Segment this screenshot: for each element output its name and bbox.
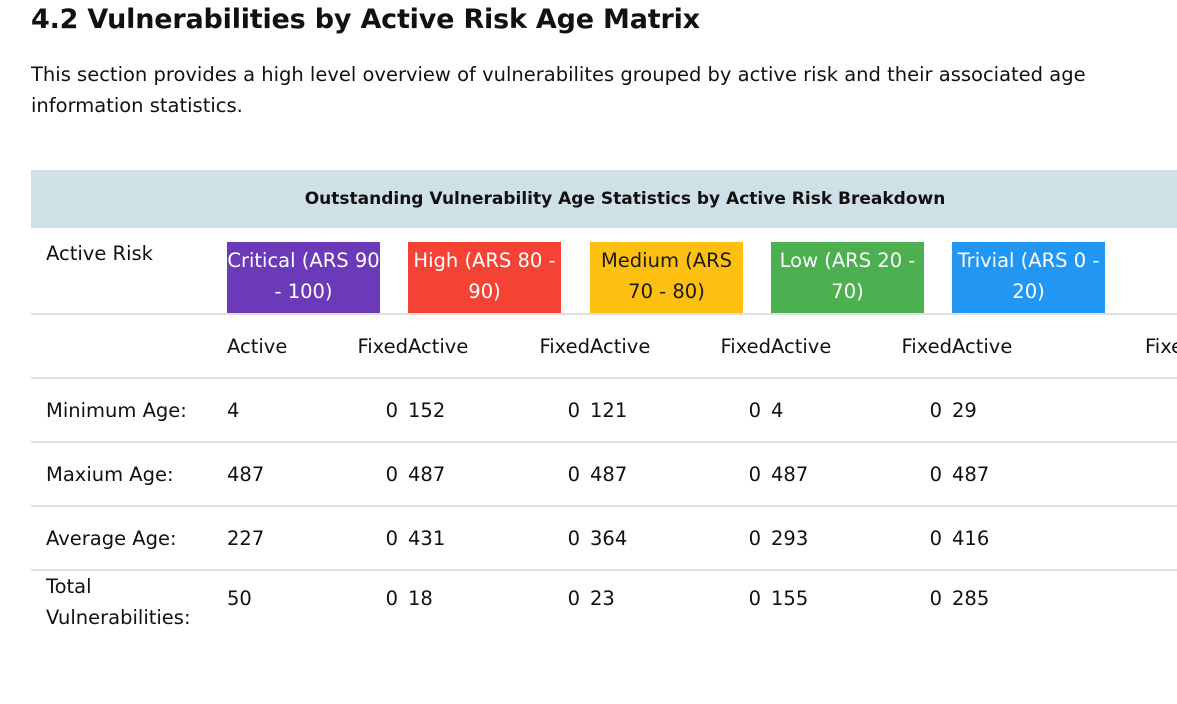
cell-value: 0 [385, 587, 398, 610]
fixed-header: Fixed [865, 314, 952, 379]
cell-value: 364 [590, 506, 684, 571]
table-row: Average Age: 227 0 431 0 364 0 293 0 416… [31, 506, 1177, 571]
cell-value: 152 [408, 378, 502, 443]
status-header-row: Active Fixed Active Fixed Active Fixed A… [31, 314, 1177, 379]
risk-badge-medium: Medium (ARS 70 - 80) [590, 242, 743, 313]
cell-value: 487 [227, 442, 321, 507]
row-label: Maxium Age: [31, 442, 227, 507]
cell-value: 0 [865, 378, 952, 443]
cell-value: 0 [748, 587, 761, 610]
table-row: Maxium Age: 487 0 487 0 487 0 487 0 487 … [31, 442, 1177, 507]
active-header: Active [952, 314, 1046, 379]
cell-value: 487 [590, 442, 684, 507]
cell-value: 0 [567, 587, 580, 610]
risk-badge-low: Low (ARS 20 - 70) [771, 242, 924, 313]
cell-value: 285 [952, 587, 990, 610]
cell-value: 155 [771, 587, 809, 610]
cell-value: 0 [321, 378, 408, 443]
risk-row-label: Active Risk [31, 228, 227, 315]
cell-value: 4 [771, 378, 865, 443]
section-title: 4.2 Vulnerabilities by Active Risk Age M… [31, 4, 700, 35]
cell-value: 0 [502, 378, 590, 443]
active-header: Active [227, 314, 321, 379]
risk-badge-high: High (ARS 80 - 90) [408, 242, 561, 313]
empty-cell [31, 314, 227, 379]
row-label: Total Vulnerabilities: [46, 575, 191, 629]
cell-value: 487 [771, 442, 865, 507]
cell-value: 0 [684, 506, 771, 571]
cell-value: 227 [227, 506, 321, 571]
risk-badge-trivial: Trivial (ARS 0 - 20) [952, 242, 1105, 313]
cell-value: 487 [952, 442, 1046, 507]
fixed-header: Fixed [502, 314, 590, 379]
cell-value: 431 [408, 506, 502, 571]
cell-value: 29 [952, 378, 1046, 443]
cell-value: 18 [408, 587, 433, 610]
cell-value: 0 [1046, 570, 1177, 661]
table-caption: Outstanding Vulnerability Age Statistics… [31, 170, 1177, 228]
cell-value: 0 [321, 442, 408, 507]
cell-value: 23 [590, 587, 615, 610]
row-label: Minimum Age: [31, 378, 227, 443]
row-label: Average Age: [31, 506, 227, 571]
cell-value: 0 [865, 442, 952, 507]
cell-value: 0 [684, 378, 771, 443]
cell-value: 416 [952, 506, 1046, 571]
section-intro: This section provides a high level overv… [31, 63, 1086, 117]
table-row: Total Vulnerabilities: 50 0 18 0 23 0 15… [31, 570, 1177, 661]
fixed-header: Fixed [684, 314, 771, 379]
cell-value: 0 [321, 506, 408, 571]
table-row: Minimum Age: 4 0 152 0 121 0 4 0 29 0 [31, 378, 1177, 443]
cell-value: 50 [227, 587, 252, 610]
cell-value: 0 [684, 442, 771, 507]
risk-badge-critical: Critical (ARS 90 - 100) [227, 242, 380, 313]
cell-value: 0 [1046, 442, 1177, 507]
fixed-header: Fixed [1046, 314, 1177, 379]
cell-value: 0 [1046, 378, 1177, 443]
cell-value: 0 [502, 442, 590, 507]
age-matrix-table: Outstanding Vulnerability Age Statistics… [31, 170, 1177, 661]
risk-level-row: Active Risk Critical (ARS 90 - 100) High… [31, 228, 1177, 315]
active-header: Active [771, 314, 865, 379]
active-header: Active [408, 314, 502, 379]
cell-value: 293 [771, 506, 865, 571]
cell-value: 4 [227, 378, 321, 443]
active-header: Active [590, 314, 684, 379]
cell-value: 487 [408, 442, 502, 507]
cell-value: 0 [1046, 506, 1177, 571]
cell-value: 0 [929, 587, 942, 610]
cell-value: 0 [865, 506, 952, 571]
fixed-header: Fixed [321, 314, 408, 379]
cell-value: 0 [502, 506, 590, 571]
cell-value: 121 [590, 378, 684, 443]
